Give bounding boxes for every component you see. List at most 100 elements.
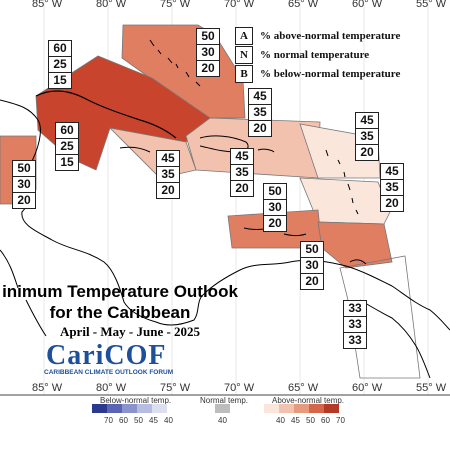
- probability-box-belize: 50 30 20: [12, 160, 36, 209]
- legend-text-above: % above-normal temperature: [260, 30, 401, 42]
- prob-normal: 30: [13, 177, 35, 193]
- longitude-label: 65° W: [288, 0, 319, 10]
- longitude-label: 85° W: [32, 0, 63, 10]
- probability-box-hispaniola-north: 45 35 20: [248, 88, 272, 137]
- prob-below: 20: [305, 274, 319, 288]
- colorbar-swatch: [152, 404, 167, 413]
- prob-above: 33: [344, 301, 366, 317]
- prob-normal: 35: [356, 129, 378, 145]
- probability-box-cuba-north: 60 25 15: [48, 40, 72, 89]
- prob-normal: 25: [49, 57, 71, 73]
- longitude-label: 55° W: [416, 382, 447, 394]
- colorbar-swatch: [279, 404, 294, 413]
- longitude-label: 75° W: [160, 0, 191, 10]
- legend-text-below: % below-normal temperature: [260, 68, 401, 80]
- prob-normal: 35: [381, 180, 403, 196]
- legend-below: B % below-normal temperature: [235, 65, 400, 83]
- legend-key-below: B: [235, 65, 253, 83]
- colorbar-above-label: Above-normal temp.: [272, 396, 345, 405]
- longitude-label: 80° W: [96, 0, 127, 10]
- colorbar-swatch: [324, 404, 339, 413]
- legend-above: A % above-normal temperature: [235, 27, 400, 45]
- colorbar-swatch: [294, 404, 309, 413]
- probability-box-bahamas: 50 30 20: [196, 28, 220, 77]
- prob-below: 15: [53, 73, 67, 87]
- colorbar-tick: 70: [104, 416, 113, 425]
- region-guianas: [339, 255, 421, 379]
- map-dates: April - May - June - 2025: [59, 324, 201, 339]
- map-title-line2: for the Caribbean: [49, 303, 191, 322]
- legend-text-normal: % normal temperature: [260, 49, 370, 61]
- caricof-logo-subtitle: CARIBBEAN CLIMATE OUTLOOK FORUM: [44, 369, 174, 376]
- colorbar-swatch: [122, 404, 137, 413]
- colorbar-tick: 45: [149, 416, 158, 425]
- colorbar-swatch: [215, 404, 230, 413]
- colorbar-tick: 60: [321, 416, 330, 425]
- prob-above: 50: [264, 184, 286, 200]
- prob-above: 60: [49, 41, 71, 57]
- prob-below: 15: [60, 155, 74, 169]
- prob-above: 60: [56, 123, 78, 139]
- probability-box-jamaica: 45 35 20: [156, 150, 180, 199]
- longitude-label: 65° W: [288, 382, 319, 394]
- prob-below: 20: [235, 181, 249, 195]
- prob-normal: 33: [344, 317, 366, 333]
- longitude-label: 70° W: [224, 0, 255, 10]
- longitude-label: 75° W: [160, 382, 191, 394]
- colorbar-swatch: [309, 404, 324, 413]
- colorbar-tick: 40: [276, 416, 285, 425]
- prob-above: 45: [231, 149, 253, 165]
- colorbar-tick: 70: [336, 416, 345, 425]
- colorbar-tick: 40: [218, 416, 227, 425]
- longitude-label: 60° W: [352, 0, 383, 10]
- colorbar-tick: 40: [164, 416, 173, 425]
- prob-below: 20: [17, 193, 31, 207]
- longitude-label: 85° W: [32, 382, 63, 394]
- prob-normal: 30: [301, 258, 323, 274]
- prob-normal: 30: [197, 45, 219, 61]
- colorbar-below-label: Below-normal temp.: [100, 396, 172, 405]
- colorbar-swatch: [107, 404, 122, 413]
- probability-box-trinidad: 50 30 20: [300, 241, 324, 290]
- colorbar-swatch: [264, 404, 279, 413]
- colorbar-swatch: [137, 404, 152, 413]
- prob-normal: 35: [231, 165, 253, 181]
- prob-above: 45: [157, 151, 179, 167]
- colorbar-swatch: [92, 404, 107, 413]
- prob-below: 20: [253, 121, 267, 135]
- prob-above: 45: [381, 164, 403, 180]
- longitude-label: 55° W: [416, 0, 447, 10]
- prob-normal: 25: [56, 139, 78, 155]
- colorbar-tick: 45: [291, 416, 300, 425]
- probability-box-leewards-east: 45 35 20: [380, 163, 404, 212]
- legend-key-normal: N: [235, 46, 253, 64]
- probability-box-guianas: 33 33 33: [343, 300, 367, 349]
- longitude-label: 60° W: [352, 382, 383, 394]
- prob-below: 20: [161, 183, 175, 197]
- prob-below: 20: [268, 216, 282, 230]
- colorbar-normal-label: Normal temp.: [200, 396, 249, 405]
- colorbar-tick: 60: [119, 416, 128, 425]
- prob-normal: 35: [249, 105, 271, 121]
- prob-above: 50: [13, 161, 35, 177]
- longitude-label: 80° W: [96, 382, 127, 394]
- prob-below: 20: [201, 61, 215, 75]
- legend-key-above: A: [235, 27, 253, 45]
- prob-normal: 30: [264, 200, 286, 216]
- prob-above: 50: [301, 242, 323, 258]
- prob-below: 33: [348, 333, 362, 347]
- probability-box-cuba-south: 60 25 15: [55, 122, 79, 171]
- probability-box-leewards-north: 45 35 20: [355, 112, 379, 161]
- map-title-line1: inimum Temperature Outlook: [2, 282, 238, 301]
- caricof-logo: CariCOF: [46, 340, 167, 371]
- prob-above: 50: [197, 29, 219, 45]
- prob-above: 45: [249, 89, 271, 105]
- longitude-label: 70° W: [224, 382, 255, 394]
- colorbar-tick: 50: [134, 416, 143, 425]
- colorbar-tick: 50: [306, 416, 315, 425]
- probability-box-abc-islands: 50 30 20: [263, 183, 287, 232]
- prob-normal: 35: [157, 167, 179, 183]
- prob-below: 20: [385, 196, 399, 210]
- legend-normal: N % normal temperature: [235, 46, 369, 64]
